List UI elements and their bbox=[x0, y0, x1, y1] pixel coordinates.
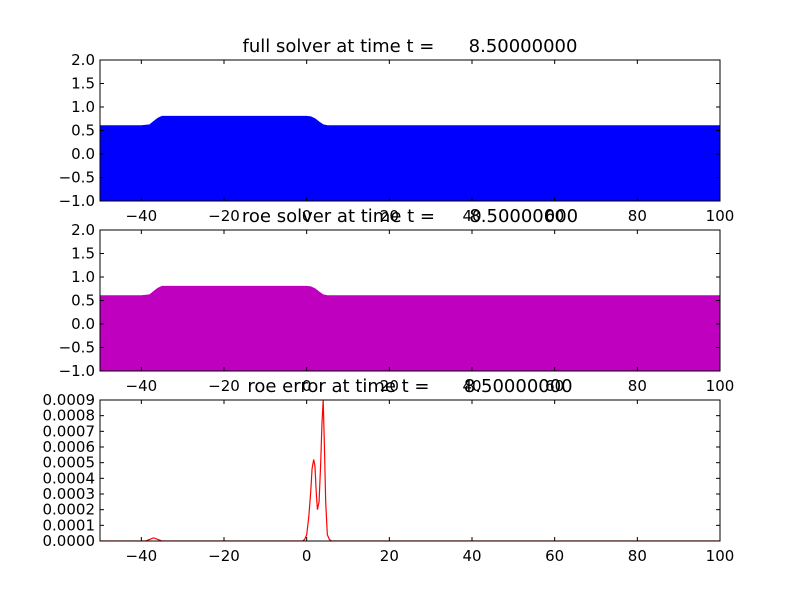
panel-full-solver: full solver at time t = 8.50000000 −40 −2… bbox=[59, 36, 735, 225]
y-tick-label: 0.0004 bbox=[43, 469, 96, 487]
y-tick-label: −1.0 bbox=[59, 192, 95, 210]
x-tick-label: 80 bbox=[628, 377, 647, 395]
y-tick-label: 0.0006 bbox=[43, 438, 96, 456]
x-tick-label: 80 bbox=[628, 547, 647, 565]
y-tick-label: 0.0009 bbox=[43, 391, 96, 409]
x-tick-label: 100 bbox=[706, 207, 735, 225]
y-tick-label: 1.0 bbox=[71, 268, 95, 286]
plot-area bbox=[100, 285, 720, 371]
y-tick-label: 0.5 bbox=[71, 292, 95, 310]
chart-title: roe solver at time t = 8.50000000 bbox=[242, 206, 578, 227]
y-tick-label: 0.0005 bbox=[43, 454, 96, 472]
chart-title: full solver at time t = 8.50000000 bbox=[243, 36, 578, 57]
chart-title: roe error at time t = 8.50000000 bbox=[247, 376, 572, 397]
y-tick-label: 2.0 bbox=[71, 221, 95, 239]
x-tick-label: 100 bbox=[706, 547, 735, 565]
x-tick-label: −40 bbox=[126, 547, 158, 565]
x-tick-label: 0 bbox=[302, 207, 312, 225]
y-tick-label: 0.0 bbox=[71, 315, 95, 333]
x-tick-label: −20 bbox=[208, 547, 240, 565]
x-tick-label: 40 bbox=[462, 207, 481, 225]
x-tick-label: 40 bbox=[462, 377, 481, 395]
plot-area bbox=[100, 115, 720, 201]
plot-area bbox=[100, 400, 720, 541]
y-tick-label: 1.0 bbox=[71, 98, 95, 116]
y-tick-label: −1.0 bbox=[59, 362, 95, 380]
y-tick-label: 2.0 bbox=[71, 51, 95, 69]
x-tick-label: 0 bbox=[302, 547, 312, 565]
x-tick-label: 80 bbox=[628, 207, 647, 225]
x-tick-label: −20 bbox=[208, 207, 240, 225]
x-tick-label: 100 bbox=[706, 377, 735, 395]
ticks: −40 −20 0 20 40 60 80 100 −1.0 −0.5 0.0 0.5 1.0 1.5 2.… bbox=[59, 221, 735, 395]
x-tick-label: −40 bbox=[126, 377, 158, 395]
y-tick-label: 0.0008 bbox=[43, 407, 96, 425]
y-tick-label: −0.5 bbox=[59, 169, 95, 187]
line-series bbox=[100, 400, 720, 541]
y-tick-label: 1.5 bbox=[71, 245, 95, 263]
y-tick-label: 0.0001 bbox=[43, 516, 96, 534]
axes-frame bbox=[99, 399, 721, 542]
panel-roe-solver: roe solver at time t = 8.50000000 −40 −20… bbox=[59, 206, 735, 395]
y-tick-label: −0.5 bbox=[59, 339, 95, 357]
x-tick-label: 20 bbox=[380, 207, 399, 225]
x-tick-label: 20 bbox=[380, 377, 399, 395]
area-series bbox=[100, 115, 720, 201]
y-tick-label: 1.5 bbox=[71, 75, 95, 93]
x-tick-label: 40 bbox=[462, 547, 481, 565]
ticks: −40 −20 0 20 40 60 80 100 −1.0 −0.5 0.0 0.5 1.0 1.5 2.… bbox=[59, 51, 735, 225]
x-tick-label: 60 bbox=[545, 547, 564, 565]
y-tick-label: 0.5 bbox=[71, 122, 95, 140]
panel-roe-error: roe error at time t = 8.50000000 −40 −20 0… bbox=[43, 376, 735, 565]
ticks: −40 −20 0 20 40 60 80 1000.00000.00010.00020.00… bbox=[43, 391, 735, 565]
y-tick-label: 0.0 bbox=[71, 145, 95, 163]
x-tick-label: 60 bbox=[545, 377, 564, 395]
x-tick-label: 60 bbox=[545, 207, 564, 225]
y-tick-label: 0.0003 bbox=[43, 485, 96, 503]
x-tick-label: 0 bbox=[302, 377, 312, 395]
x-tick-label: −20 bbox=[208, 377, 240, 395]
y-tick-label: 0.0000 bbox=[43, 532, 96, 550]
x-tick-label: −40 bbox=[126, 207, 158, 225]
x-tick-label: 20 bbox=[380, 547, 399, 565]
y-tick-label: 0.0007 bbox=[43, 422, 96, 440]
y-tick-label: 0.0002 bbox=[43, 501, 96, 519]
area-series bbox=[100, 285, 720, 371]
